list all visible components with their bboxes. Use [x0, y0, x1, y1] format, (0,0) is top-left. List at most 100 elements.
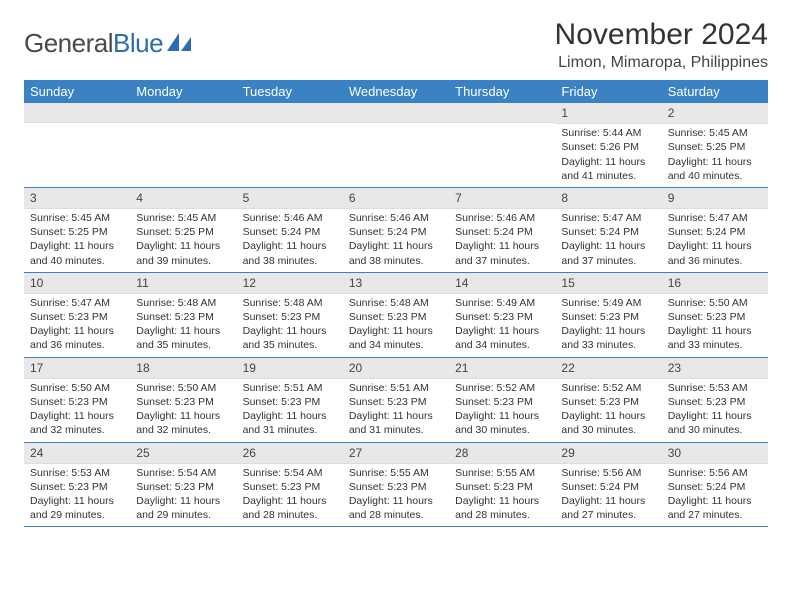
day-cell: 13Sunrise: 5:48 AMSunset: 5:23 PMDayligh… [343, 273, 449, 357]
day-cell: 14Sunrise: 5:49 AMSunset: 5:23 PMDayligh… [449, 273, 555, 357]
day-body: Sunrise: 5:48 AMSunset: 5:23 PMDaylight:… [130, 294, 236, 357]
day-cell: 2Sunrise: 5:45 AMSunset: 5:25 PMDaylight… [662, 103, 768, 187]
sunrise-text: Sunrise: 5:56 AM [561, 466, 655, 480]
month-title: November 2024 [555, 18, 768, 52]
day-cell [449, 103, 555, 187]
day-number: 5 [237, 188, 343, 209]
day-number: 12 [237, 273, 343, 294]
day-cell [237, 103, 343, 187]
week-row: 3Sunrise: 5:45 AMSunset: 5:25 PMDaylight… [24, 188, 768, 273]
daylight-text: Daylight: 11 hours and 28 minutes. [455, 494, 549, 522]
daylight-text: Daylight: 11 hours and 28 minutes. [243, 494, 337, 522]
daylight-text: Daylight: 11 hours and 34 minutes. [455, 324, 549, 352]
day-cell: 4Sunrise: 5:45 AMSunset: 5:25 PMDaylight… [130, 188, 236, 272]
sunset-text: Sunset: 5:23 PM [136, 480, 230, 494]
day-body: Sunrise: 5:54 AMSunset: 5:23 PMDaylight:… [130, 464, 236, 527]
day-body [449, 123, 555, 129]
sunset-text: Sunset: 5:24 PM [668, 225, 762, 239]
daylight-text: Daylight: 11 hours and 29 minutes. [30, 494, 124, 522]
sunrise-text: Sunrise: 5:46 AM [455, 211, 549, 225]
sunset-text: Sunset: 5:23 PM [243, 310, 337, 324]
day-cell: 16Sunrise: 5:50 AMSunset: 5:23 PMDayligh… [662, 273, 768, 357]
day-cell [130, 103, 236, 187]
day-cell: 29Sunrise: 5:56 AMSunset: 5:24 PMDayligh… [555, 443, 661, 527]
day-number: 29 [555, 443, 661, 464]
page-header: GeneralBlue November 2024 Limon, Mimarop… [24, 18, 768, 72]
daylight-text: Daylight: 11 hours and 36 minutes. [668, 239, 762, 267]
daylight-text: Daylight: 11 hours and 37 minutes. [455, 239, 549, 267]
daylight-text: Daylight: 11 hours and 33 minutes. [668, 324, 762, 352]
day-cell: 15Sunrise: 5:49 AMSunset: 5:23 PMDayligh… [555, 273, 661, 357]
day-body: Sunrise: 5:45 AMSunset: 5:25 PMDaylight:… [662, 124, 768, 187]
day-cell: 21Sunrise: 5:52 AMSunset: 5:23 PMDayligh… [449, 358, 555, 442]
daylight-text: Daylight: 11 hours and 40 minutes. [668, 155, 762, 183]
sunset-text: Sunset: 5:23 PM [455, 395, 549, 409]
day-body: Sunrise: 5:48 AMSunset: 5:23 PMDaylight:… [237, 294, 343, 357]
day-cell: 11Sunrise: 5:48 AMSunset: 5:23 PMDayligh… [130, 273, 236, 357]
sunset-text: Sunset: 5:23 PM [30, 310, 124, 324]
sunrise-text: Sunrise: 5:48 AM [349, 296, 443, 310]
day-number: 20 [343, 358, 449, 379]
daylight-text: Daylight: 11 hours and 33 minutes. [561, 324, 655, 352]
weeks-container: 1Sunrise: 5:44 AMSunset: 5:26 PMDaylight… [24, 103, 768, 527]
day-body: Sunrise: 5:50 AMSunset: 5:23 PMDaylight:… [662, 294, 768, 357]
weekday-header: Saturday [662, 80, 768, 103]
day-cell: 10Sunrise: 5:47 AMSunset: 5:23 PMDayligh… [24, 273, 130, 357]
day-body: Sunrise: 5:50 AMSunset: 5:23 PMDaylight:… [24, 379, 130, 442]
day-body: Sunrise: 5:46 AMSunset: 5:24 PMDaylight:… [237, 209, 343, 272]
daylight-text: Daylight: 11 hours and 39 minutes. [136, 239, 230, 267]
sunrise-text: Sunrise: 5:50 AM [30, 381, 124, 395]
title-block: November 2024 Limon, Mimaropa, Philippin… [555, 18, 768, 72]
day-number: 2 [662, 103, 768, 124]
sunset-text: Sunset: 5:23 PM [349, 395, 443, 409]
daylight-text: Daylight: 11 hours and 32 minutes. [30, 409, 124, 437]
day-number: 1 [555, 103, 661, 124]
day-number [237, 103, 343, 123]
sunrise-text: Sunrise: 5:53 AM [668, 381, 762, 395]
day-number: 24 [24, 443, 130, 464]
day-cell: 28 Sunrise: 5:55 AMSunset: 5:23 PMDayligh… [449, 443, 555, 527]
daylight-text: Daylight: 11 hours and 35 minutes. [243, 324, 337, 352]
day-body: Sunrise: 5:56 AMSunset: 5:24 PMDaylight:… [555, 464, 661, 527]
sunset-text: Sunset: 5:24 PM [561, 225, 655, 239]
sunrise-text: Sunrise: 5:51 AM [243, 381, 337, 395]
sunset-text: Sunset: 5:23 PM [30, 480, 124, 494]
sunrise-text: Sunrise: 5:54 AM [243, 466, 337, 480]
sunrise-text: Sunrise: 5:55 AM [455, 466, 549, 480]
day-cell [343, 103, 449, 187]
day-body: Sunrise: 5:46 AMSunset: 5:24 PMDaylight:… [343, 209, 449, 272]
daylight-text: Daylight: 11 hours and 28 minutes. [349, 494, 443, 522]
weekday-header: Thursday [449, 80, 555, 103]
daylight-text: Daylight: 11 hours and 30 minutes. [668, 409, 762, 437]
sunrise-text: Sunrise: 5:52 AM [561, 381, 655, 395]
sunrise-text: Sunrise: 5:47 AM [561, 211, 655, 225]
sunrise-text: Sunrise: 5:47 AM [30, 296, 124, 310]
day-number [343, 103, 449, 123]
day-cell: 12Sunrise: 5:48 AMSunset: 5:23 PMDayligh… [237, 273, 343, 357]
sunset-text: Sunset: 5:23 PM [455, 480, 549, 494]
sunrise-text: Sunrise: 5:50 AM [668, 296, 762, 310]
day-cell: 1Sunrise: 5:44 AMSunset: 5:26 PMDaylight… [555, 103, 661, 187]
day-body: Sunrise: 5:52 AMSunset: 5:23 PMDaylight:… [555, 379, 661, 442]
sunrise-text: Sunrise: 5:55 AM [349, 466, 443, 480]
logo-text: GeneralBlue [24, 28, 163, 59]
day-number [24, 103, 130, 123]
daylight-text: Daylight: 11 hours and 32 minutes. [136, 409, 230, 437]
weekday-header: Wednesday [343, 80, 449, 103]
weekday-header: Tuesday [237, 80, 343, 103]
sunset-text: Sunset: 5:23 PM [349, 310, 443, 324]
sunrise-text: Sunrise: 5:45 AM [136, 211, 230, 225]
day-body: Sunrise: 5:53 AMSunset: 5:23 PMDaylight:… [662, 379, 768, 442]
day-number: 28 [449, 443, 555, 464]
day-cell: 20Sunrise: 5:51 AMSunset: 5:23 PMDayligh… [343, 358, 449, 442]
daylight-text: Daylight: 11 hours and 34 minutes. [349, 324, 443, 352]
day-cell: 23Sunrise: 5:53 AMSunset: 5:23 PMDayligh… [662, 358, 768, 442]
sunset-text: Sunset: 5:25 PM [668, 140, 762, 154]
day-number: 19 [237, 358, 343, 379]
sunrise-text: Sunrise: 5:45 AM [668, 126, 762, 140]
day-number: 17 [24, 358, 130, 379]
day-number: 15 [555, 273, 661, 294]
day-cell: 26Sunrise: 5:54 AMSunset: 5:23 PMDayligh… [237, 443, 343, 527]
day-number [449, 103, 555, 123]
day-number: 9 [662, 188, 768, 209]
